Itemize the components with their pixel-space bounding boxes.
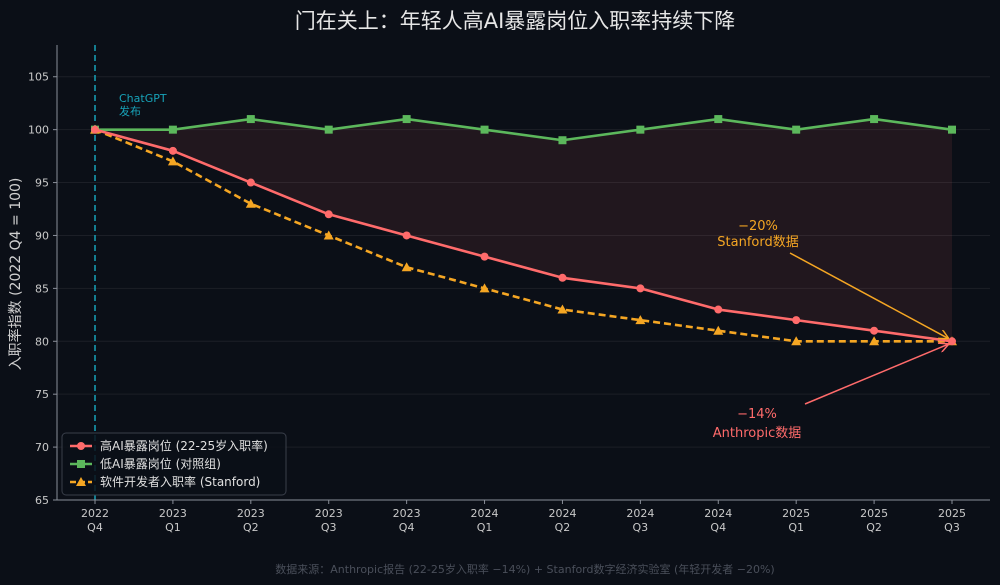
data-point	[558, 273, 567, 282]
x-tick-label-quarter: Q2	[243, 521, 259, 534]
data-point	[246, 178, 255, 187]
series-line	[94, 128, 952, 343]
y-tick-label: 90	[35, 229, 49, 242]
x-tick-label-year: 2025	[938, 507, 966, 520]
x-tick-label-quarter: Q3	[633, 521, 649, 534]
x-tick-label-quarter: Q1	[165, 521, 181, 534]
legend-swatch-marker	[77, 460, 85, 468]
series-line	[95, 117, 953, 142]
data-point	[324, 125, 333, 134]
data-point	[168, 125, 177, 134]
y-tick-label: 95	[35, 177, 49, 190]
annotation-stanford-arrow	[789, 252, 948, 338]
annotation-layer: −20%Stanford数据 −14% Anthropic数据	[713, 219, 948, 441]
data-point	[636, 284, 645, 293]
data-point	[245, 198, 256, 208]
legend-label: 低AI暴露岗位 (对照组)	[100, 456, 221, 471]
data-point	[558, 136, 567, 145]
y-tick-label: 85	[35, 282, 49, 295]
fill-layer	[95, 119, 952, 342]
data-point	[948, 125, 956, 134]
data-point	[480, 252, 489, 261]
x-tick-label-year: 2024	[471, 507, 499, 520]
series-layer	[90, 115, 957, 346]
event-label-line2: 发布	[119, 104, 141, 118]
data-point	[714, 305, 723, 314]
x-tick-label-quarter: Q4	[87, 521, 103, 534]
data-point	[91, 125, 99, 134]
data-point	[869, 336, 880, 346]
x-tick-label-quarter: Q3	[321, 521, 337, 534]
data-point	[402, 231, 411, 240]
data-point	[870, 326, 879, 335]
data-point	[636, 125, 645, 134]
annotation-stanford-label: Stanford数据	[717, 235, 798, 250]
data-point	[168, 146, 177, 155]
legend: 高AI暴露岗位 (22-25岁入职率) 低AI暴露岗位 (对照组) 软件开发者入职率…	[61, 432, 287, 496]
series-1	[91, 115, 956, 145]
y-tick-label: 65	[35, 494, 49, 507]
annotation-anthropic-label: Anthropic数据	[713, 426, 802, 441]
data-point	[401, 262, 412, 272]
y-tick-label: 105	[28, 71, 49, 84]
data-point	[557, 304, 568, 314]
legend-label: 软件开发者入职率 (Stanford)	[100, 474, 260, 489]
annotation-anthropic-arrow	[804, 344, 948, 405]
data-point	[323, 230, 334, 240]
y-tick-label: 75	[35, 388, 49, 401]
data-point	[714, 115, 723, 124]
annotation-stanford-value: −20%	[738, 219, 778, 234]
annotation-anthropic-value: −14%	[737, 407, 777, 422]
x-tick-label-year: 2023	[315, 507, 343, 520]
data-point	[870, 115, 879, 124]
x-tick-label-quarter: Q1	[788, 521, 804, 534]
y-tick-label: 70	[35, 441, 49, 454]
data-point	[480, 125, 489, 134]
x-tick-label-quarter: Q4	[710, 521, 726, 534]
axis-layer: 657075808590951001052022Q42023Q12023Q220…	[28, 45, 990, 534]
source-note: 数据来源：Anthropic报告 (22-25岁入职率 −14%) + Stan…	[275, 562, 774, 576]
data-point	[167, 156, 178, 166]
x-tick-label-quarter: Q3	[944, 521, 960, 534]
event-label-line1: ChatGPT	[119, 92, 167, 105]
series-line	[94, 128, 953, 343]
data-point	[635, 315, 646, 325]
data-point	[792, 125, 801, 134]
x-tick-label-quarter: Q2	[555, 521, 571, 534]
data-point	[791, 336, 802, 346]
x-tick-label-year: 2023	[237, 507, 265, 520]
x-tick-label-year: 2022	[81, 507, 109, 520]
chart-title: 门在关上：年轻人高AI暴露岗位入职率持续下降	[295, 9, 736, 33]
x-tick-label-quarter: Q2	[866, 521, 882, 534]
fill-between-area	[95, 119, 952, 342]
y-tick-label: 80	[35, 335, 49, 348]
x-tick-label-quarter: Q1	[477, 521, 493, 534]
series-2	[90, 124, 957, 346]
legend-box	[61, 432, 287, 496]
data-point	[324, 210, 333, 219]
x-tick-label-year: 2024	[548, 507, 576, 520]
data-point	[246, 115, 255, 124]
x-tick-label-year: 2025	[860, 507, 888, 520]
data-point	[479, 283, 490, 293]
data-point	[713, 325, 724, 335]
x-tick-label-quarter: Q4	[399, 521, 415, 534]
y-axis-label: 入职率指数 (2022 Q4 = 100)	[7, 178, 24, 371]
data-point	[948, 337, 956, 346]
x-tick-label-year: 2023	[159, 507, 187, 520]
legend-swatch-marker	[77, 442, 85, 450]
x-tick-label-year: 2023	[393, 507, 421, 520]
data-point	[402, 115, 411, 124]
y-tick-label: 100	[28, 124, 49, 137]
x-tick-label-year: 2024	[704, 507, 732, 520]
x-tick-label-year: 2025	[782, 507, 810, 520]
series-0	[91, 125, 956, 346]
data-point	[792, 316, 801, 325]
legend-swatch-marker	[76, 477, 86, 486]
x-tick-label-year: 2024	[626, 507, 654, 520]
legend-label: 高AI暴露岗位 (22-25岁入职率)	[100, 438, 268, 453]
